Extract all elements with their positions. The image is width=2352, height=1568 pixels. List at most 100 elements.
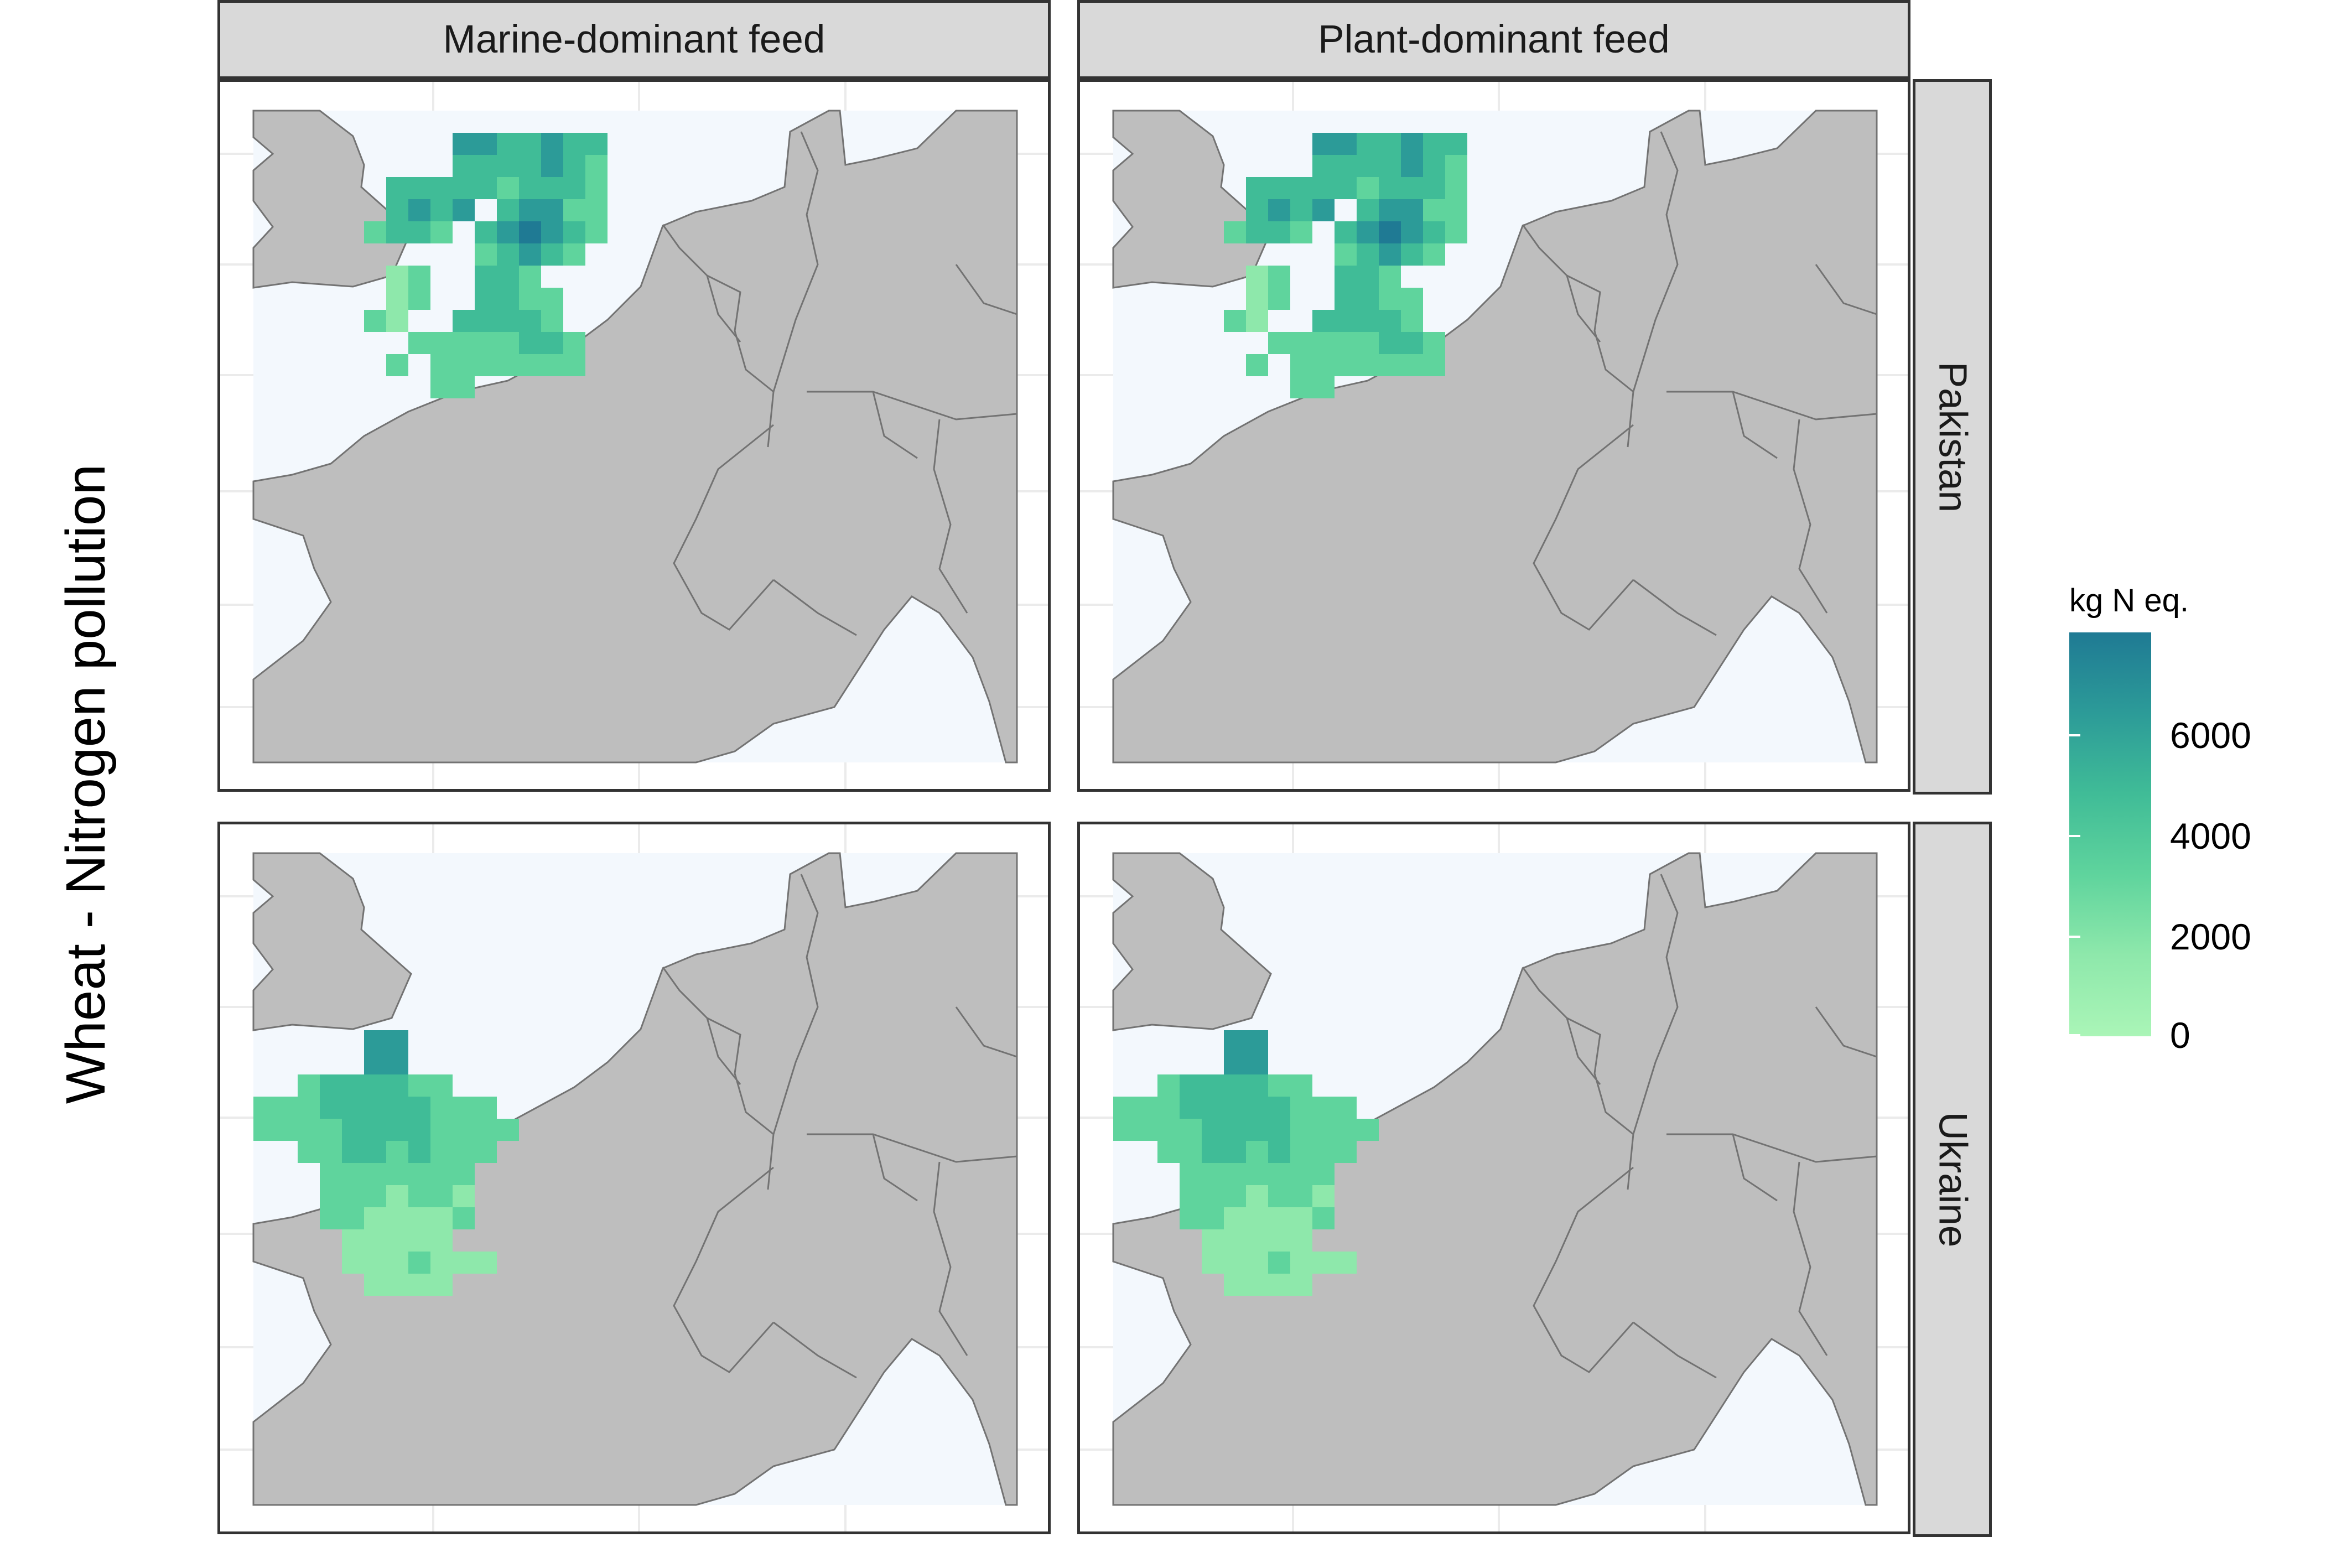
heat-cell bbox=[408, 332, 430, 354]
heat-cell bbox=[541, 133, 563, 155]
legend-label-0: 0 bbox=[2170, 1016, 2190, 1055]
heat-cell bbox=[453, 1163, 475, 1185]
heat-cell bbox=[1180, 1163, 1202, 1185]
heat-cell bbox=[408, 1229, 430, 1252]
heat-cell bbox=[1290, 221, 1312, 243]
facet-strip-pakistan: Pakistan bbox=[1913, 79, 1992, 795]
heat-cell bbox=[1312, 1185, 1335, 1207]
heat-cell bbox=[386, 1252, 408, 1274]
legend-tick bbox=[2151, 1034, 2162, 1036]
heat-cell bbox=[541, 177, 563, 199]
heat-cell bbox=[1423, 155, 1445, 177]
heat-cell bbox=[563, 243, 585, 266]
heat-cell bbox=[1312, 310, 1335, 332]
heat-cell bbox=[1312, 376, 1335, 398]
heat-cell bbox=[519, 310, 541, 332]
heat-cell bbox=[1268, 1074, 1290, 1097]
heat-cell bbox=[1423, 177, 1445, 199]
heat-cell bbox=[1268, 1207, 1290, 1229]
heat-cell bbox=[519, 266, 541, 288]
heat-cell bbox=[1268, 177, 1290, 199]
heat-cell bbox=[1401, 310, 1423, 332]
heat-cell bbox=[1290, 376, 1312, 398]
heat-cell bbox=[541, 155, 563, 177]
heat-cell bbox=[497, 332, 519, 354]
heat-cell bbox=[386, 1207, 408, 1229]
heat-cell bbox=[430, 1207, 453, 1229]
heat-cell bbox=[1268, 221, 1290, 243]
heat-cell bbox=[541, 221, 563, 243]
heat-cell bbox=[320, 1185, 342, 1207]
heat-cell bbox=[541, 288, 563, 310]
heat-cell bbox=[364, 1119, 386, 1141]
heat-cell bbox=[1290, 1141, 1312, 1163]
heat-cell bbox=[386, 221, 408, 243]
heat-cell bbox=[453, 310, 475, 332]
heat-cell bbox=[1180, 1207, 1202, 1229]
heat-cell bbox=[1290, 1074, 1312, 1097]
heat-cell bbox=[1224, 1252, 1246, 1274]
heat-cell bbox=[1246, 1074, 1268, 1097]
heat-cell bbox=[1202, 1119, 1224, 1141]
heat-cell bbox=[253, 1119, 276, 1141]
heat-cell bbox=[453, 354, 475, 376]
heat-cell bbox=[541, 310, 563, 332]
heat-cell bbox=[386, 288, 408, 310]
heat-cell bbox=[1312, 354, 1335, 376]
heat-cell bbox=[364, 1097, 386, 1119]
heat-cell bbox=[342, 1074, 364, 1097]
heat-cell bbox=[1357, 243, 1379, 266]
heat-cell bbox=[430, 177, 453, 199]
heat-cell bbox=[408, 177, 430, 199]
facet-label-ukraine: Ukraine bbox=[1930, 1112, 1975, 1247]
heat-cell bbox=[1290, 177, 1312, 199]
legend-tick bbox=[2151, 936, 2162, 938]
heat-cell bbox=[519, 133, 541, 155]
heat-cell bbox=[453, 1252, 475, 1274]
heat-cell bbox=[1224, 1097, 1246, 1119]
heat-cell bbox=[475, 1097, 497, 1119]
heat-cell bbox=[497, 1119, 519, 1141]
heat-cell bbox=[585, 221, 608, 243]
heat-cell bbox=[475, 177, 497, 199]
heat-cell bbox=[453, 1119, 475, 1141]
heat-cell bbox=[497, 155, 519, 177]
heat-cell bbox=[386, 1229, 408, 1252]
heat-cell bbox=[1202, 1097, 1224, 1119]
heat-cell bbox=[1224, 1163, 1246, 1185]
heat-cell bbox=[364, 1229, 386, 1252]
facet-strip-marine: Marine-dominant feed bbox=[217, 0, 1051, 79]
heat-cell bbox=[585, 133, 608, 155]
heat-cell bbox=[1312, 1141, 1335, 1163]
heat-cell bbox=[1224, 1274, 1246, 1296]
heat-cell bbox=[386, 199, 408, 221]
heat-cell bbox=[519, 288, 541, 310]
heat-cell bbox=[1423, 243, 1445, 266]
heat-cell bbox=[408, 1074, 430, 1097]
heat-cell bbox=[475, 354, 497, 376]
heat-cell bbox=[1268, 199, 1290, 221]
heat-cell bbox=[298, 1097, 320, 1119]
heat-cell bbox=[386, 310, 408, 332]
heat-cell bbox=[1445, 155, 1467, 177]
heat-cell bbox=[1445, 133, 1467, 155]
heat-cell bbox=[519, 177, 541, 199]
heat-cell bbox=[1246, 1229, 1268, 1252]
heat-cell bbox=[497, 288, 519, 310]
heat-cell bbox=[1202, 1229, 1224, 1252]
heat-cell bbox=[386, 1141, 408, 1163]
heat-cell bbox=[364, 1030, 386, 1052]
heat-cell bbox=[1224, 1074, 1246, 1097]
heat-cell bbox=[1379, 266, 1401, 288]
heat-cell bbox=[430, 1229, 453, 1252]
heat-cell bbox=[1290, 1185, 1312, 1207]
heat-cell bbox=[1357, 332, 1379, 354]
heat-cell bbox=[1268, 1141, 1290, 1163]
heat-cell bbox=[519, 155, 541, 177]
heat-cell bbox=[408, 1274, 430, 1296]
heat-cell bbox=[386, 1030, 408, 1052]
heat-cell bbox=[563, 221, 585, 243]
heat-cell bbox=[475, 332, 497, 354]
heat-cell bbox=[1246, 1119, 1268, 1141]
heat-cell bbox=[1113, 1097, 1135, 1119]
